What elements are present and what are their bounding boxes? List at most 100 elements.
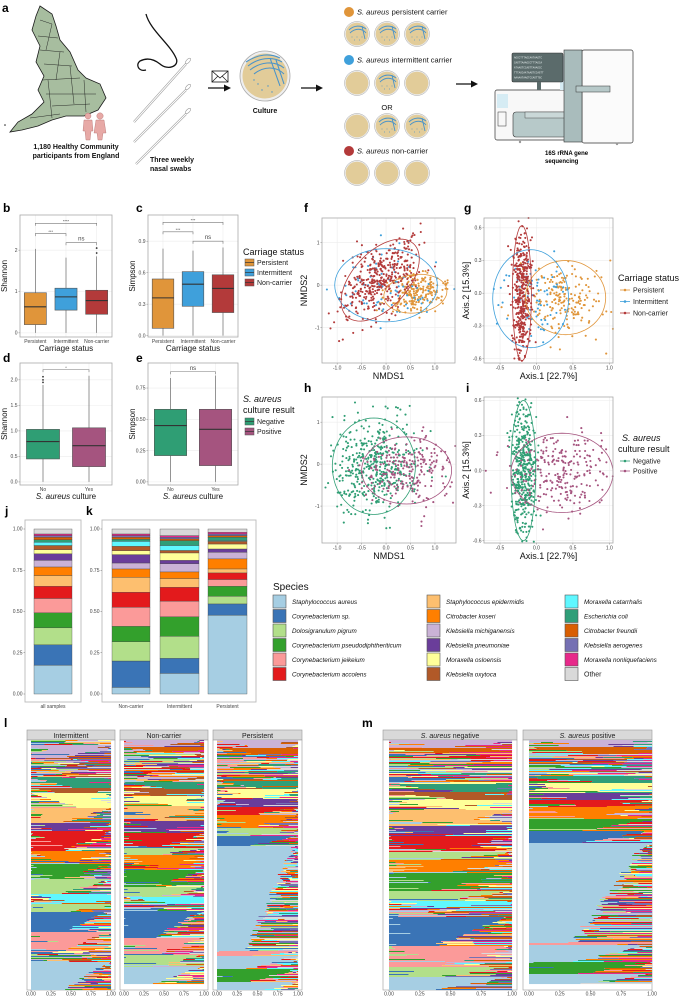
point-non-carrier	[524, 266, 528, 269]
point-negative	[400, 463, 403, 466]
bar-segment-dolosigranulum-pigrum	[207, 595, 248, 605]
sample-bar-segment	[174, 926, 189, 928]
sample-bar-segment	[31, 974, 86, 976]
point-persistent	[424, 270, 427, 273]
point-non-carrier	[518, 242, 521, 245]
point-positive	[406, 485, 409, 488]
sample-bar-segment	[141, 831, 181, 833]
sample-bar-segment	[93, 971, 112, 973]
point-non-carrier	[405, 272, 408, 275]
sample-bar-segment	[217, 783, 223, 785]
sample-bar-segment	[44, 760, 81, 762]
x-tick-label: all samples	[40, 704, 66, 710]
point-negative	[415, 447, 418, 450]
sample-bar-segment	[31, 910, 77, 912]
point-intermittent	[501, 301, 504, 304]
point-non-carrier	[519, 328, 522, 331]
sample-bar-segment	[78, 774, 112, 776]
point-positive	[416, 484, 420, 487]
point-positive	[515, 468, 518, 471]
plot-border	[19, 214, 113, 338]
point-negative	[515, 484, 519, 487]
sample-bar-segment	[124, 946, 136, 948]
sample-bar-segment	[104, 852, 112, 854]
x-tick-label: 1.0	[431, 546, 438, 552]
sample-bar-segment	[295, 841, 299, 843]
point-negative	[378, 422, 381, 425]
point-positive	[578, 496, 582, 499]
point-non-carrier	[393, 268, 396, 271]
sample-bar-segment	[238, 793, 241, 795]
sample-bar-segment	[124, 955, 199, 957]
sample-bar-segment	[124, 914, 199, 916]
sample-bar-segment	[247, 745, 296, 747]
sample-bar-segment	[86, 942, 112, 944]
sample-bar-segment	[178, 922, 204, 924]
sample-bar-segment	[76, 819, 91, 821]
sample-bar-segment	[108, 946, 112, 948]
point-non-carrier	[519, 309, 522, 312]
sample-bar-segment	[245, 822, 299, 824]
point-intermittent	[397, 285, 400, 288]
point-positive	[387, 449, 390, 452]
sample-bar-segment	[98, 883, 104, 885]
point-non-carrier	[412, 267, 415, 270]
sample-bar-segment	[164, 752, 184, 754]
sample-bar-segment	[31, 772, 37, 774]
sample-bar-segment	[31, 976, 85, 978]
sample-bar-segment	[217, 812, 265, 814]
y-tick-label: -1	[315, 325, 320, 331]
point-persistent	[419, 306, 423, 309]
sample-bar-segment	[31, 909, 80, 911]
sample-bar-segment	[217, 814, 260, 816]
point-non-carrier	[514, 307, 517, 310]
sample-bar-segment	[223, 801, 290, 803]
sequencing-label: sequencing	[545, 159, 579, 165]
point-negative	[520, 503, 523, 506]
point-persistent	[586, 296, 589, 299]
point-negative	[360, 425, 363, 428]
point-persistent	[586, 277, 589, 280]
point-non-carrier	[516, 323, 519, 326]
plot-area	[484, 397, 613, 543]
point-intermittent	[555, 283, 558, 286]
point-positive	[545, 446, 548, 449]
sample-bar-segment	[297, 816, 299, 818]
sample-bar-segment	[233, 783, 299, 785]
point-positive	[577, 444, 580, 447]
sample-bar-segment	[125, 764, 158, 766]
sample-bar-segment	[199, 834, 201, 836]
sample-bar-segment	[124, 952, 163, 954]
sample-bar-segment	[88, 871, 112, 873]
point-positive	[396, 484, 399, 487]
sample-bar-segment	[124, 849, 196, 851]
point-non-carrier	[511, 337, 515, 340]
sample-bar-segment	[98, 791, 112, 793]
sample-bar-segment	[39, 760, 45, 762]
point-negative	[379, 446, 382, 449]
point-intermittent	[549, 313, 552, 317]
point-intermittent	[526, 316, 529, 319]
sample-bar-segment	[185, 768, 191, 770]
point-positive	[598, 501, 601, 504]
point-positive	[395, 488, 398, 491]
point-non-carrier	[526, 313, 529, 316]
point-positive	[553, 463, 556, 466]
plot-border	[147, 362, 239, 486]
point-negative	[517, 464, 520, 467]
bar-segment-corynebacterium-pseudodiphtheriticum	[207, 586, 248, 597]
sample-bar-segment	[124, 856, 195, 858]
sample-bar-segment	[124, 755, 149, 757]
point-negative	[530, 463, 533, 466]
sample-bar-segment	[125, 782, 205, 784]
y-tick-label: -0.6	[473, 538, 482, 544]
point-negative	[516, 472, 519, 475]
sample-bar-segment	[217, 820, 281, 822]
point-non-carrier	[361, 317, 364, 320]
point-positive	[576, 471, 579, 474]
sample-bar-segment	[253, 778, 272, 780]
point-persistent	[570, 307, 573, 310]
point-intermittent	[397, 260, 400, 263]
point-positive	[542, 438, 545, 441]
significance-label: ***	[191, 218, 196, 223]
